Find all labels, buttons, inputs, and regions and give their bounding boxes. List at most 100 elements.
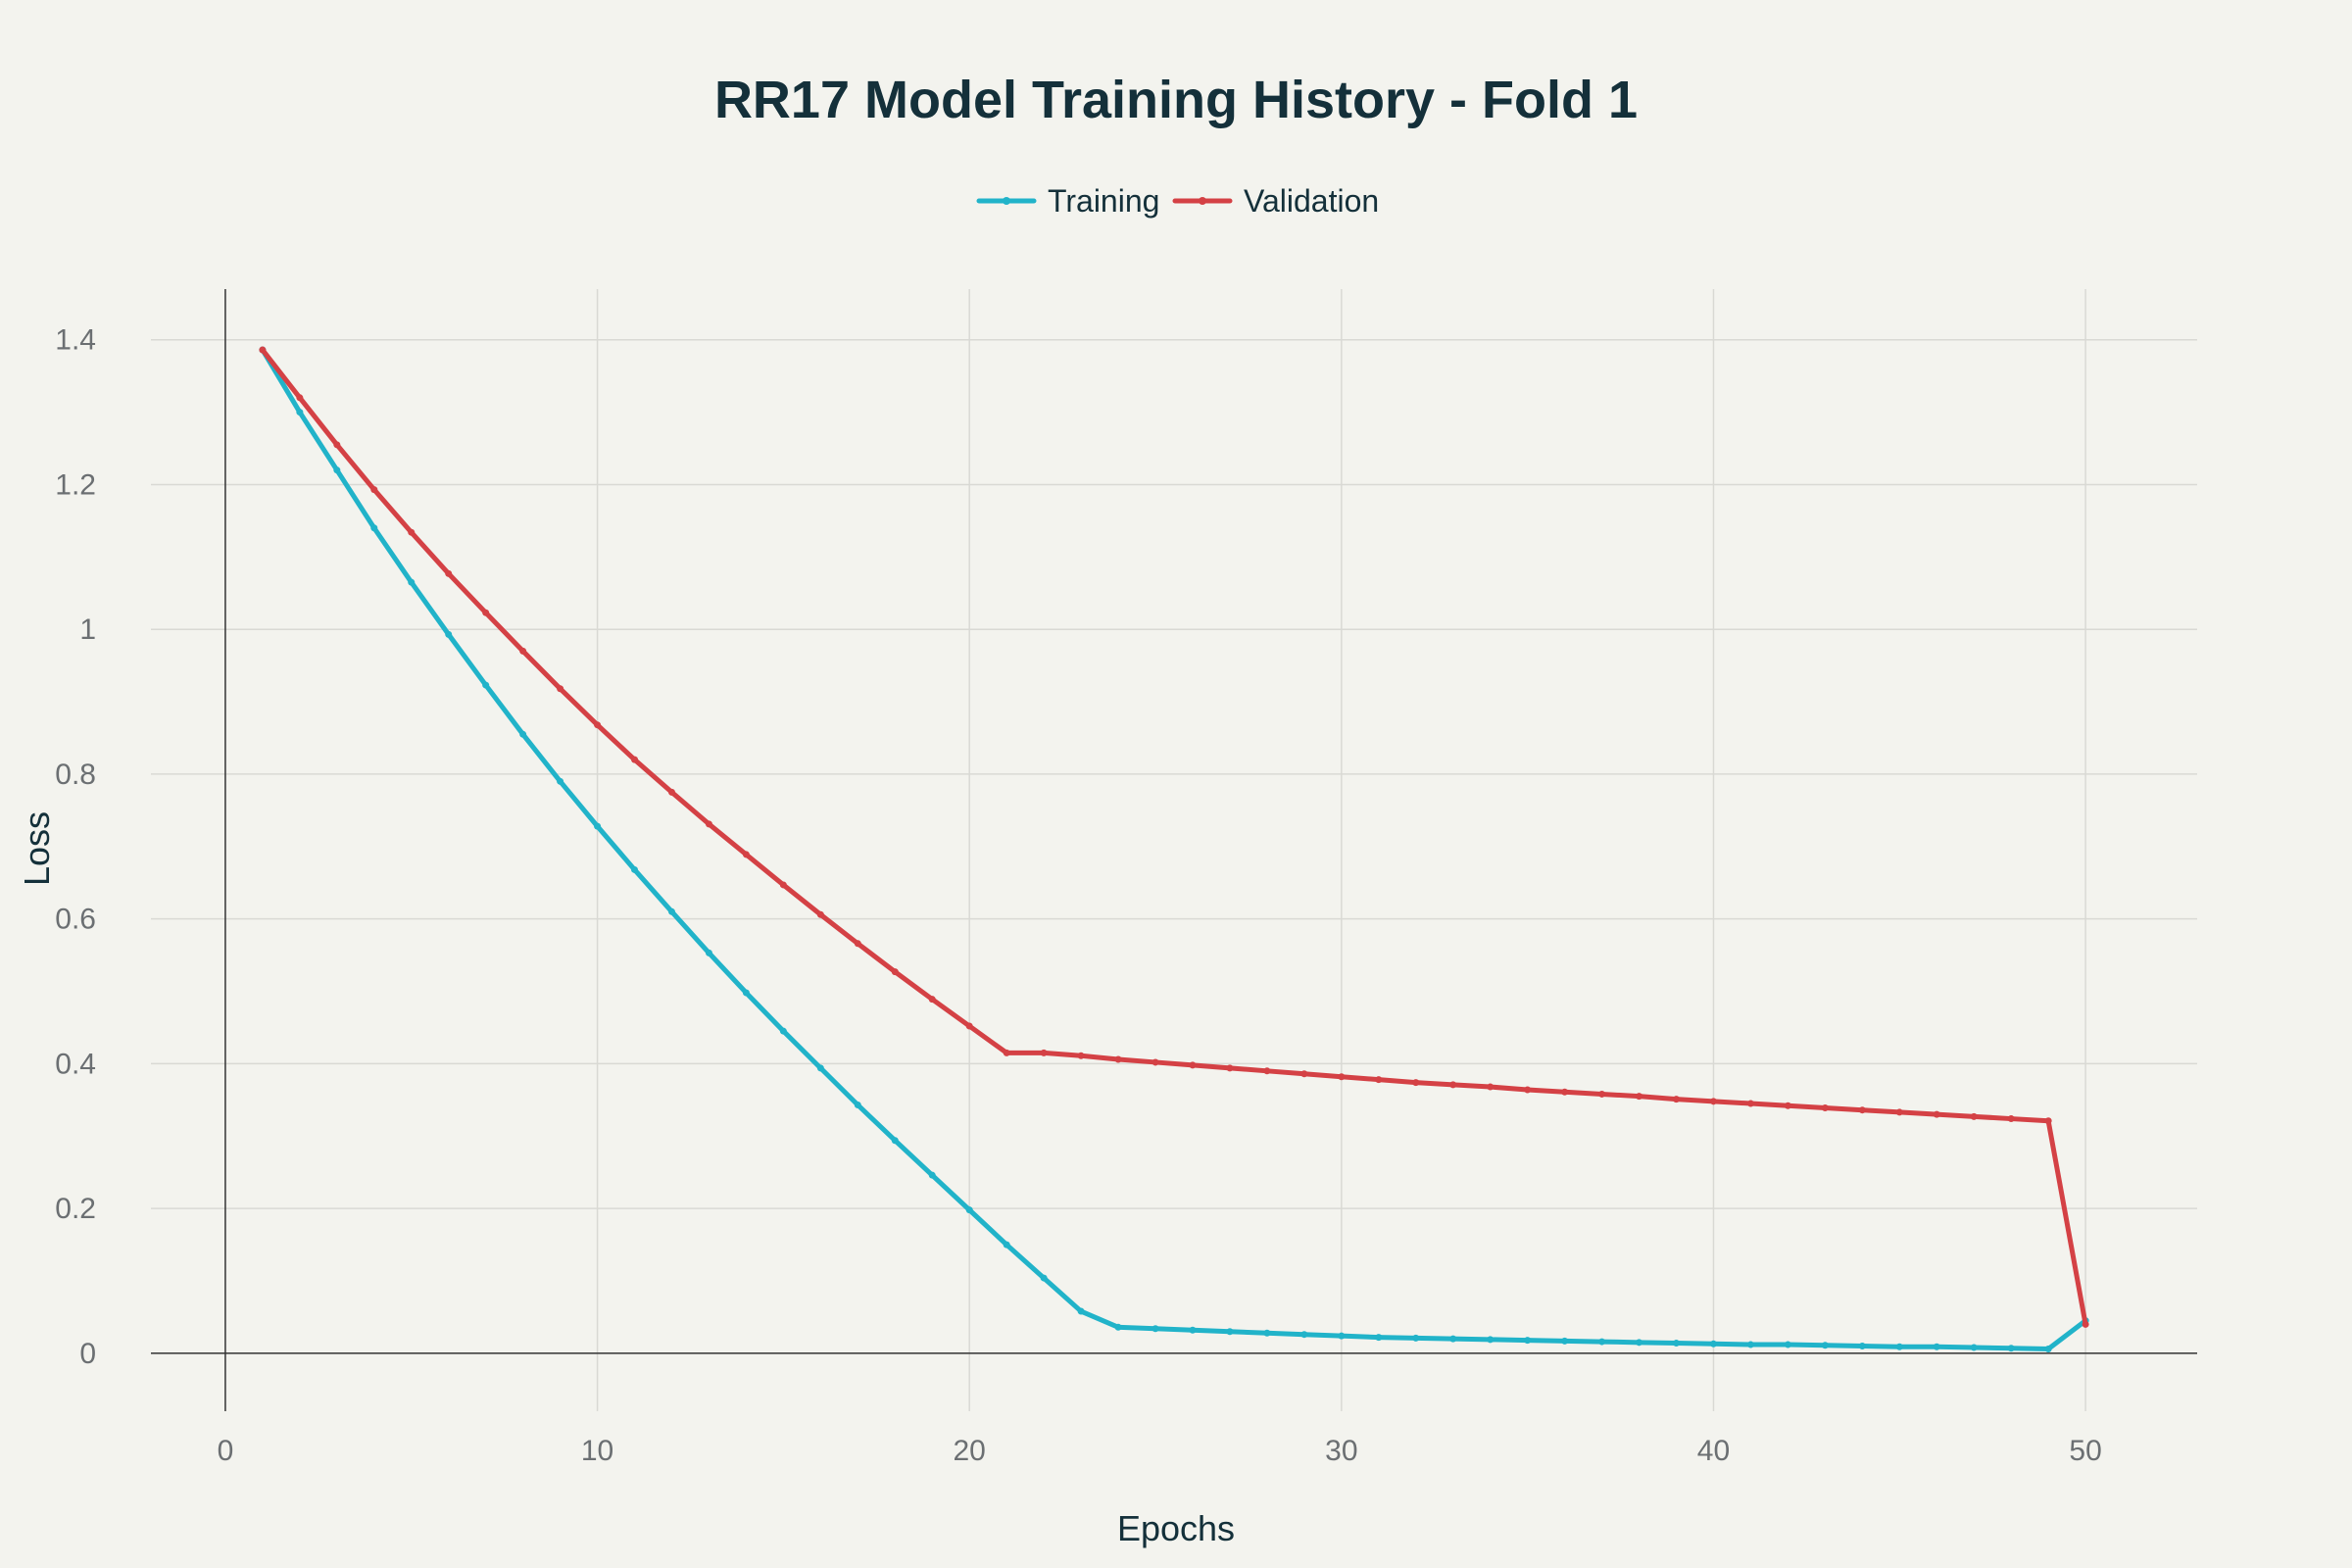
data-point-training[interactable] xyxy=(1709,1340,1717,1348)
data-point-training[interactable] xyxy=(408,578,416,586)
data-point-validation[interactable] xyxy=(445,569,453,577)
data-point-training[interactable] xyxy=(1784,1341,1791,1348)
data-point-validation[interactable] xyxy=(1040,1049,1048,1056)
data-point-training[interactable] xyxy=(1263,1329,1271,1337)
data-point-training[interactable] xyxy=(1189,1326,1197,1334)
data-point-training[interactable] xyxy=(1300,1331,1308,1339)
data-point-validation[interactable] xyxy=(854,940,861,948)
data-point-training[interactable] xyxy=(1524,1337,1532,1345)
data-point-training[interactable] xyxy=(1970,1344,1978,1351)
data-point-training[interactable] xyxy=(296,409,304,416)
data-point-validation[interactable] xyxy=(333,441,341,449)
data-point-validation[interactable] xyxy=(1226,1064,1234,1072)
data-point-validation[interactable] xyxy=(1263,1067,1271,1075)
data-point-validation[interactable] xyxy=(965,1022,973,1030)
data-point-validation[interactable] xyxy=(1300,1070,1308,1078)
data-point-training[interactable] xyxy=(1858,1343,1866,1350)
data-point-training[interactable] xyxy=(1561,1337,1569,1345)
legend-item-validation[interactable]: Validation xyxy=(1172,183,1379,219)
data-point-training[interactable] xyxy=(667,907,675,915)
data-point-training[interactable] xyxy=(482,681,490,689)
data-point-training[interactable] xyxy=(557,777,564,785)
data-point-validation[interactable] xyxy=(1412,1079,1420,1087)
data-point-validation[interactable] xyxy=(779,881,787,889)
data-point-validation[interactable] xyxy=(370,486,378,494)
data-point-training[interactable] xyxy=(1412,1334,1420,1342)
data-point-training[interactable] xyxy=(1821,1342,1829,1349)
data-point-validation[interactable] xyxy=(594,721,602,729)
data-point-validation[interactable] xyxy=(1189,1061,1197,1069)
data-point-validation[interactable] xyxy=(408,528,416,536)
data-point-training[interactable] xyxy=(1746,1341,1754,1348)
data-point-validation[interactable] xyxy=(1338,1073,1346,1081)
data-point-training[interactable] xyxy=(965,1206,973,1214)
data-point-training[interactable] xyxy=(631,865,639,873)
data-point-training[interactable] xyxy=(928,1171,936,1179)
data-point-training[interactable] xyxy=(705,949,712,956)
data-point-training[interactable] xyxy=(742,989,750,997)
data-point-validation[interactable] xyxy=(816,910,824,918)
data-point-validation[interactable] xyxy=(742,851,750,858)
data-point-training[interactable] xyxy=(1933,1343,1940,1350)
legend-item-training[interactable]: Training xyxy=(976,183,1159,219)
data-point-training[interactable] xyxy=(519,730,527,738)
data-point-validation[interactable] xyxy=(2007,1115,2015,1123)
data-point-training[interactable] xyxy=(370,524,378,532)
data-point-training[interactable] xyxy=(1895,1343,1903,1350)
data-point-training[interactable] xyxy=(2044,1345,2052,1352)
data-point-validation[interactable] xyxy=(1746,1100,1754,1107)
data-point-validation[interactable] xyxy=(1636,1093,1643,1101)
data-point-validation[interactable] xyxy=(1709,1098,1717,1105)
data-point-training[interactable] xyxy=(2007,1345,2015,1352)
data-point-validation[interactable] xyxy=(1077,1052,1085,1059)
data-point-validation[interactable] xyxy=(259,346,267,354)
data-point-training[interactable] xyxy=(891,1137,899,1145)
data-point-validation[interactable] xyxy=(1821,1103,1829,1111)
data-point-validation[interactable] xyxy=(1561,1088,1569,1096)
data-point-training[interactable] xyxy=(779,1027,787,1035)
data-point-validation[interactable] xyxy=(1152,1058,1159,1066)
data-point-training[interactable] xyxy=(816,1064,824,1072)
data-point-training[interactable] xyxy=(1003,1241,1010,1249)
data-point-validation[interactable] xyxy=(928,996,936,1004)
data-point-validation[interactable] xyxy=(296,394,304,402)
data-point-training[interactable] xyxy=(1449,1335,1457,1343)
data-point-training[interactable] xyxy=(1077,1307,1085,1315)
data-point-validation[interactable] xyxy=(1858,1106,1866,1114)
data-point-validation[interactable] xyxy=(519,647,527,655)
data-point-validation[interactable] xyxy=(1933,1110,1940,1118)
data-point-validation[interactable] xyxy=(1895,1108,1903,1116)
data-point-training[interactable] xyxy=(594,822,602,830)
data-point-validation[interactable] xyxy=(1784,1102,1791,1109)
data-point-training[interactable] xyxy=(1114,1323,1122,1331)
data-point-training[interactable] xyxy=(1375,1334,1383,1342)
data-point-training[interactable] xyxy=(854,1102,861,1109)
data-point-training[interactable] xyxy=(445,630,453,638)
data-point-validation[interactable] xyxy=(2044,1117,2052,1125)
data-point-validation[interactable] xyxy=(1449,1081,1457,1089)
data-point-validation[interactable] xyxy=(557,685,564,693)
data-point-training[interactable] xyxy=(1487,1336,1494,1344)
data-point-validation[interactable] xyxy=(1375,1076,1383,1084)
legend[interactable]: Training Validation xyxy=(976,183,1379,219)
data-point-validation[interactable] xyxy=(1673,1096,1681,1103)
data-point-training[interactable] xyxy=(1226,1328,1234,1336)
data-point-validation[interactable] xyxy=(1003,1049,1010,1056)
data-point-validation[interactable] xyxy=(631,756,639,763)
data-point-validation[interactable] xyxy=(1524,1086,1532,1094)
data-point-training[interactable] xyxy=(1338,1332,1346,1340)
data-point-validation[interactable] xyxy=(705,820,712,828)
data-point-validation[interactable] xyxy=(482,609,490,616)
data-point-training[interactable] xyxy=(1152,1325,1159,1333)
data-point-training[interactable] xyxy=(1636,1339,1643,1347)
data-point-validation[interactable] xyxy=(2082,1320,2089,1328)
data-point-validation[interactable] xyxy=(1970,1112,1978,1120)
data-point-validation[interactable] xyxy=(1114,1055,1122,1063)
data-point-training[interactable] xyxy=(1598,1338,1606,1346)
data-point-validation[interactable] xyxy=(891,968,899,976)
data-point-training[interactable] xyxy=(1673,1340,1681,1348)
data-point-validation[interactable] xyxy=(1598,1090,1606,1098)
data-point-training[interactable] xyxy=(333,466,341,474)
data-point-training[interactable] xyxy=(1040,1274,1048,1282)
data-point-validation[interactable] xyxy=(667,788,675,796)
